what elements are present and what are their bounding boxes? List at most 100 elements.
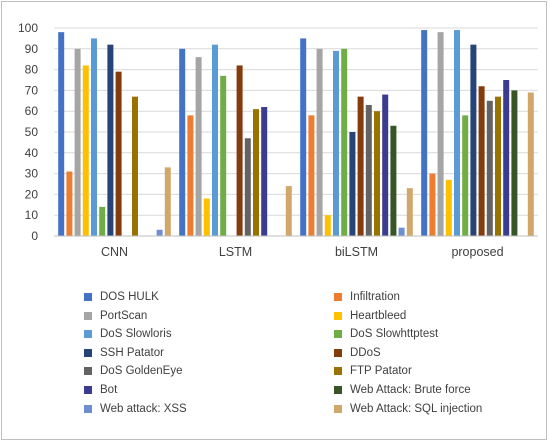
bar: [495, 96, 501, 236]
bar: [91, 38, 97, 237]
y-tick-label: 20: [25, 187, 39, 201]
bar: [285, 186, 292, 236]
bar: [300, 38, 307, 237]
legend-item: Bot: [84, 381, 117, 399]
legend-swatch: [84, 293, 92, 301]
y-tick-label: 60: [25, 104, 39, 118]
bar: [212, 44, 218, 236]
legend: DOS HULK Infiltration PortScan Heartbleed Do…: [84, 288, 524, 428]
legend-swatch: [334, 330, 342, 339]
y-tick-label: 100: [18, 21, 38, 35]
legend-swatch: [334, 311, 342, 320]
legend-label: DDoS: [350, 346, 381, 359]
y-tick-label: 10: [25, 208, 39, 222]
legend-label: PortScan: [100, 309, 148, 322]
legend-item: SSH Patator: [84, 344, 164, 362]
y-tick-label: 80: [25, 63, 39, 77]
bar: [203, 198, 210, 236]
legend-label: DoS Slowhttptest: [350, 328, 439, 341]
bar: [333, 50, 339, 236]
legend-item: DDoS: [334, 344, 381, 362]
bar: [511, 90, 518, 237]
legend-label: DoS Slowloris: [100, 328, 172, 341]
legend-item: PortScan: [84, 307, 147, 325]
legend-label: DoS GoldenEye: [100, 365, 183, 378]
bar: [357, 96, 364, 236]
legend-label: FTP Patator: [350, 365, 412, 378]
legend-swatch: [334, 348, 342, 357]
y-tick-label: 50: [25, 125, 39, 139]
bar: [82, 65, 89, 236]
bar: [445, 179, 452, 236]
bar: [107, 44, 114, 236]
bar: [365, 104, 372, 237]
y-tick-label: 70: [25, 83, 39, 97]
bar: [253, 109, 259, 236]
legend-swatch: [84, 330, 92, 339]
bar: [429, 173, 436, 236]
legend-label: Web attack: XSS: [100, 402, 187, 415]
legend-swatch: [84, 348, 92, 357]
legend-item: DoS Slowhttptest: [334, 325, 438, 343]
bar: [244, 138, 251, 236]
bar: [66, 171, 73, 236]
bar: [503, 80, 510, 236]
y-tick-label: 30: [25, 167, 39, 181]
bar: [349, 132, 356, 236]
legend-swatch: [334, 293, 342, 301]
x-tick-label: biLSTM: [335, 245, 378, 259]
legend-item: Web attack: XSS: [84, 400, 187, 418]
bar: [341, 48, 348, 236]
bar: [478, 86, 485, 237]
legend-label: Bot: [100, 384, 118, 396]
legend-swatch: [334, 404, 342, 413]
legend-label: DOS HULK: [100, 291, 159, 303]
bar: [220, 75, 227, 236]
legend-item: DoS GoldenEye: [84, 362, 182, 380]
bar: [308, 115, 315, 236]
legend-swatch: [334, 386, 342, 394]
x-tick-label: CNN: [101, 245, 128, 259]
bar: [390, 125, 397, 236]
bar: [115, 71, 122, 237]
bar: [382, 94, 389, 236]
bar: [406, 188, 413, 236]
bar: [187, 115, 194, 236]
bar: [58, 32, 65, 236]
legend-label: Infiltration: [350, 291, 400, 303]
legend-label: Web Attack: SQL injection: [350, 402, 483, 415]
legend-swatch: [84, 311, 92, 320]
y-tick-label: 90: [25, 42, 39, 56]
bar: [132, 96, 138, 236]
legend-item: Heartbleed: [334, 307, 406, 325]
bar: [486, 100, 493, 236]
bar: [527, 92, 534, 236]
bar: [261, 107, 268, 236]
legend-label: Web Attack: Brute force: [350, 384, 471, 396]
legend-item: DoS Slowloris: [84, 325, 172, 343]
bar: [179, 48, 186, 236]
y-tick-label: 40: [25, 146, 39, 160]
bar: [374, 111, 380, 236]
bar: [156, 229, 163, 236]
legend-item: DOS HULK: [84, 288, 159, 306]
bar: [195, 57, 202, 237]
bar: [236, 65, 243, 236]
bar: [462, 115, 469, 236]
legend-item: Web Attack: SQL injection: [334, 400, 482, 418]
legend-item: Infiltration: [334, 288, 400, 306]
bar: [74, 48, 81, 236]
x-tick-label: LSTM: [219, 245, 252, 259]
bar: [470, 44, 477, 236]
bar: [454, 30, 460, 236]
legend-swatch: [84, 367, 92, 376]
x-tick-label: proposed: [451, 245, 503, 259]
bar: [99, 206, 106, 236]
bar: [421, 30, 428, 236]
legend-swatch: [84, 386, 92, 394]
legend-item: FTP Patator: [334, 362, 412, 380]
bar-chart: 0 10 20 30 40 50 60 70 80 90 100 CNN LSTM biLSTM propo…: [18, 21, 538, 259]
y-tick-label: 0: [31, 229, 38, 243]
bar: [164, 167, 171, 236]
